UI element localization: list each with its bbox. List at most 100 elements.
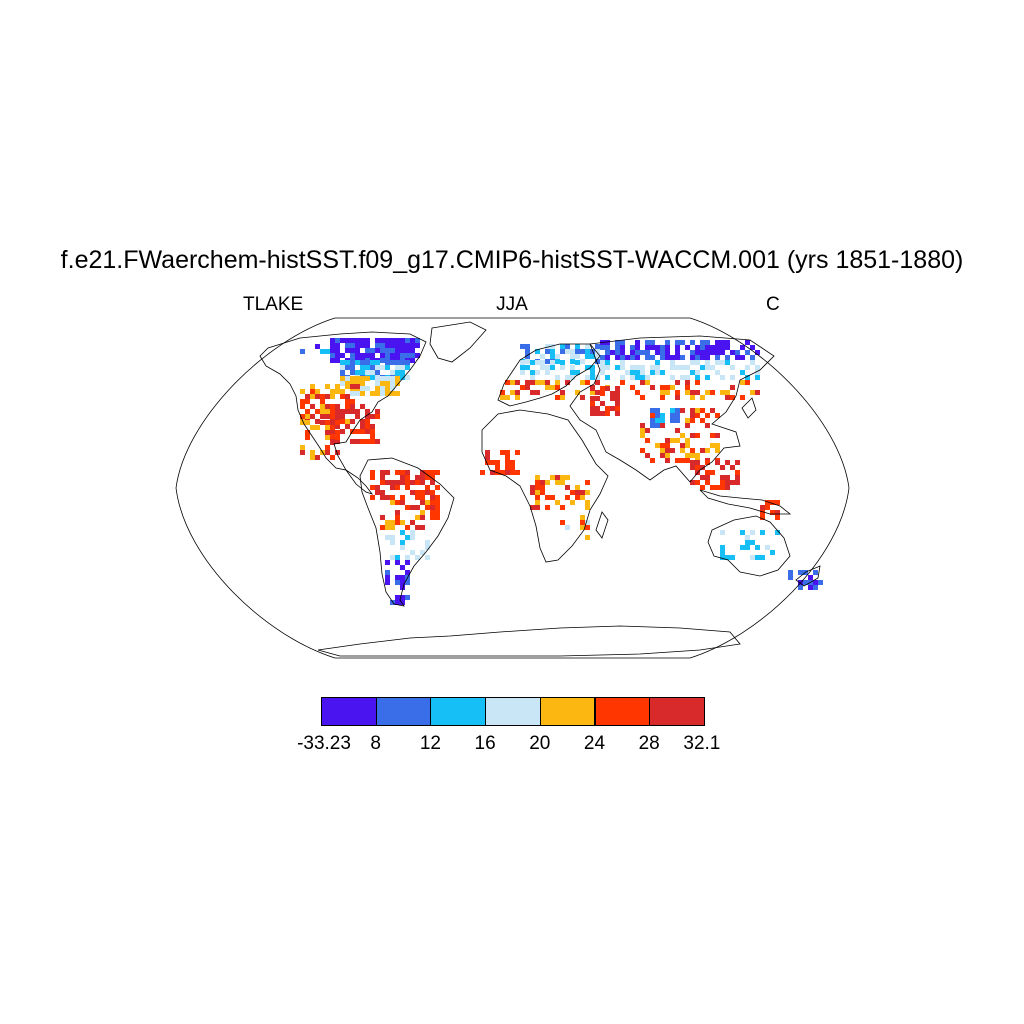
grid-cell (370, 391, 375, 396)
grid-cell (685, 453, 690, 458)
grid-cell (560, 344, 565, 349)
grid-cell (380, 475, 385, 480)
grid-cell (415, 353, 420, 358)
grid-cell (325, 404, 330, 409)
grid-cell (430, 495, 435, 500)
grid-cell (350, 409, 355, 414)
grid-cell (335, 404, 340, 409)
grid-cell (600, 345, 605, 350)
grid-cell (700, 408, 705, 413)
grid-cell (430, 510, 435, 515)
grid-cell (530, 505, 535, 510)
grid-cell (540, 365, 545, 370)
grid-cell (405, 475, 410, 480)
grid-cell (335, 430, 340, 435)
grid-cell (660, 413, 665, 418)
grid-cell (715, 345, 720, 350)
grid-cell (410, 353, 415, 358)
grid-cell (705, 355, 710, 360)
grid-cell (520, 360, 525, 365)
grid-cell (635, 345, 640, 350)
grid-cell (735, 460, 740, 465)
grid-cell (320, 414, 325, 419)
grid-cell (555, 385, 560, 390)
grid-cell (395, 370, 400, 375)
grid-cell (690, 408, 695, 413)
grid-cell (335, 343, 340, 348)
grid-cell (705, 345, 710, 350)
grid-cell (405, 555, 410, 560)
grid-cell (605, 375, 610, 380)
grid-cell (575, 495, 580, 500)
colorbar-tick-label: 16 (474, 733, 496, 754)
grid-cell (375, 386, 380, 391)
grid-cell (580, 525, 585, 530)
grid-cell (555, 354, 560, 359)
grid-cell (620, 360, 625, 365)
grid-cell (355, 429, 360, 434)
grid-cell (390, 535, 395, 540)
grid-cell (660, 418, 665, 423)
grid-cell (315, 425, 320, 430)
grid-cell (355, 376, 360, 381)
grid-cell (370, 434, 375, 439)
grid-cell (685, 345, 690, 350)
grid-cell (590, 406, 595, 411)
grid-cell (590, 370, 595, 375)
grid-cell (420, 515, 425, 520)
grid-cell (350, 370, 355, 375)
grid-cell (700, 475, 705, 480)
grid-cell (600, 391, 605, 396)
grid-cell (400, 338, 405, 343)
grid-cell (740, 380, 745, 385)
grid-cell (665, 390, 670, 395)
grid-cell (310, 425, 315, 430)
grid-cell (360, 338, 365, 343)
grid-cell (595, 396, 600, 401)
grid-cell (695, 480, 700, 485)
grid-cell (525, 380, 530, 385)
grid-cell (400, 530, 405, 535)
grid-cell (390, 360, 395, 365)
grid-cell (715, 413, 720, 418)
grid-cell (435, 515, 440, 520)
grid-cell (405, 535, 410, 540)
grid-cell (680, 340, 685, 345)
grid-cell (405, 375, 410, 380)
grid-cell (590, 365, 595, 370)
grid-cell (420, 500, 425, 505)
grid-cell (635, 390, 640, 395)
grid-cell (655, 423, 660, 428)
grid-cell (750, 360, 755, 365)
grid-cell (425, 490, 430, 495)
grid-cell (510, 465, 515, 470)
grid-cell (715, 350, 720, 355)
grid-cell (760, 510, 765, 515)
grid-cell (535, 349, 540, 354)
grid-cell (300, 389, 305, 394)
grid-cell (570, 375, 575, 380)
grid-cell (740, 545, 745, 550)
grid-cell (788, 570, 793, 575)
grid-cell (645, 350, 650, 355)
grid-cell (545, 495, 550, 500)
grid-cell (595, 390, 600, 395)
grid-cell (600, 355, 605, 360)
grid-cell (630, 385, 635, 390)
grid-cell (370, 353, 375, 358)
grid-cell (645, 453, 650, 458)
grid-cell (650, 423, 655, 428)
grid-cell (335, 424, 340, 429)
grid-cell (535, 370, 540, 375)
grid-cell (420, 480, 425, 485)
grid-cell (305, 409, 310, 414)
grid-cell (640, 448, 645, 453)
grid-cell (300, 450, 305, 455)
grid-cell (665, 453, 670, 458)
grid-cell (710, 443, 715, 448)
grid-cell (550, 344, 555, 349)
grid-cell (575, 390, 580, 395)
grid-cell (730, 350, 735, 355)
grid-cell (335, 358, 340, 363)
grid-cell (385, 480, 390, 485)
